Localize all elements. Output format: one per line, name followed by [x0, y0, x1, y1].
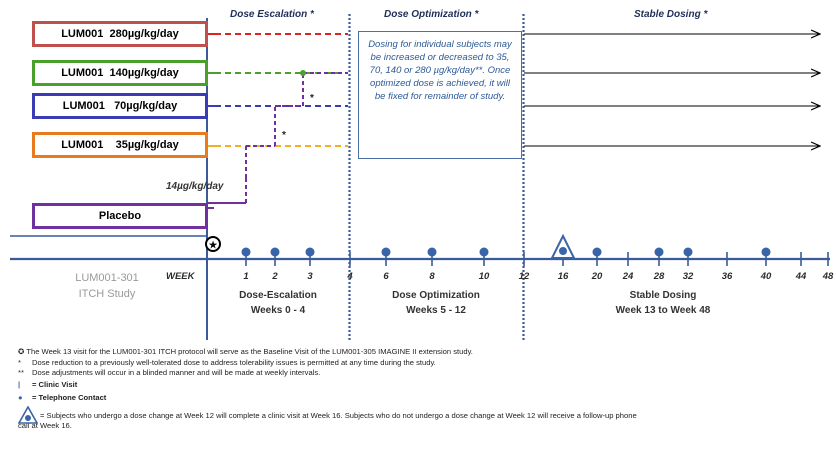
week-tick-label: 16 — [557, 271, 569, 282]
asterisk-70: * — [310, 93, 314, 104]
week-tick-label: 1 — [243, 271, 249, 282]
week-tick-label: 2 — [272, 271, 278, 282]
legend-phone-text: = Telephone Contact — [32, 393, 107, 402]
arm-label-140: LUM001 140µg/kg/day — [61, 67, 179, 79]
arm-140-marker — [300, 70, 306, 76]
week-tick-label: 28 — [653, 271, 665, 282]
baseline-star-ring — [205, 236, 221, 252]
telephone-contact-dot — [241, 247, 251, 257]
week-tick-label: 6 — [383, 271, 389, 282]
footnote-baseline: ✪ The Week 13 visit for the LUM001-301 I… — [18, 347, 473, 356]
legend-week16-text-2: call at Week 16. — [18, 421, 72, 430]
clinic-and-phone-triangle-icon — [18, 406, 38, 424]
telephone-contact-dot — [479, 247, 489, 257]
period-stable-name: Stable Dosing — [629, 290, 697, 301]
phase-escalation-title: Dose Escalation * — [230, 9, 314, 20]
baseline-star-icon: ★ — [208, 239, 218, 252]
telephone-contact-dot — [592, 247, 602, 257]
week-tick-label: 24 — [622, 271, 634, 282]
arm-box-140: LUM001 140µg/kg/day — [32, 60, 208, 86]
week-axis-label: WEEK — [166, 271, 195, 282]
period-optimization-weeks: Weeks 5 - 12 — [406, 305, 466, 316]
study-name: LUM001-301 — [75, 272, 139, 284]
week-tick-label: 36 — [721, 271, 733, 282]
arm-box-placebo: Placebo — [32, 203, 208, 229]
period-stable: Stable Dosing Week 13 to Week 48 — [616, 288, 711, 318]
telephone-contact-dot — [381, 247, 391, 257]
telephone-contact-icon: ● — [18, 393, 23, 402]
footnote-star-text: Dose reduction to a previously well-tole… — [32, 358, 436, 367]
telephone-contact-dot — [683, 247, 693, 257]
footnote-star2: ** Dose adjustments will occur in a blind… — [18, 368, 321, 377]
arm-box-280: LUM001 280µg/kg/day — [32, 21, 208, 47]
week-tick-label: 48 — [822, 271, 834, 282]
clinic-visit-icon: | — [18, 380, 21, 389]
week-tick-label: 44 — [795, 271, 807, 282]
study-subtitle: ITCH Study — [78, 288, 136, 300]
arm-label-35: LUM001 35µg/kg/day — [61, 139, 179, 151]
legend-week16-cont: call at Week 16. — [18, 421, 72, 430]
arm-label-280: LUM001 280µg/kg/day — [61, 28, 179, 40]
legend-clinic: | = Clinic Visit — [18, 380, 77, 389]
legend-week16-text: = Subjects who undergo a dose change at … — [40, 411, 637, 420]
week-tick-label: 40 — [760, 271, 772, 282]
arm-label-70: LUM001 70µg/kg/day — [62, 100, 178, 112]
telephone-contact-dot — [270, 247, 280, 257]
period-optimization-name: Dose Optimization — [392, 290, 480, 301]
asterisk-35: * — [282, 130, 286, 141]
phase-optimization-title: Dose Optimization * — [384, 9, 479, 20]
baseline-star-icon: ✪ — [18, 347, 25, 356]
arm-box-70: LUM001 70µg/kg/day — [32, 93, 208, 119]
week-tick-label: 4 — [347, 271, 353, 282]
arm-label-placebo: Placebo — [98, 210, 142, 222]
telephone-contact-dot — [427, 247, 437, 257]
period-escalation-name: Dose-Escalation — [239, 290, 317, 301]
week-tick-label: 32 — [682, 271, 694, 282]
footnote-star2-text: Dose adjustments will occur in a blinded… — [32, 368, 321, 377]
period-escalation-weeks: Weeks 0 - 4 — [250, 305, 306, 316]
telephone-contact-dot — [761, 247, 771, 257]
period-escalation: Dose-Escalation Weeks 0 - 4 — [239, 288, 317, 318]
week-tick-label: 12 — [518, 271, 530, 282]
start-dose-label: 14µg/kg/day — [166, 181, 224, 192]
legend-week16: = Subjects who undergo a dose change at … — [40, 411, 637, 420]
period-stable-weeks: Week 13 to Week 48 — [615, 305, 711, 316]
week-tick-label: 8 — [429, 271, 435, 282]
legend-phone: ● = Telephone Contact — [18, 393, 106, 402]
telephone-contact-dot — [305, 247, 315, 257]
dose-optimization-note: Dosing for individual subjects may be in… — [358, 31, 522, 159]
phase-stable-title: Stable Dosing * — [634, 9, 708, 20]
telephone-contact-dot — [654, 247, 664, 257]
legend-clinic-text: = Clinic Visit — [32, 380, 78, 389]
week-tick-label: 3 — [307, 271, 313, 282]
period-optimization: Dose Optimization Weeks 5 - 12 — [392, 288, 480, 318]
footnote-star: * Dose reduction to a previously well-tol… — [18, 358, 436, 367]
clinic-visit-triangle-dot — [559, 247, 567, 255]
week-tick-label: 20 — [591, 271, 603, 282]
arm-box-35: LUM001 35µg/kg/day — [32, 132, 208, 158]
footnote-baseline-text: The Week 13 visit for the LUM001-301 ITC… — [26, 347, 473, 356]
week-tick-label: 10 — [478, 271, 490, 282]
